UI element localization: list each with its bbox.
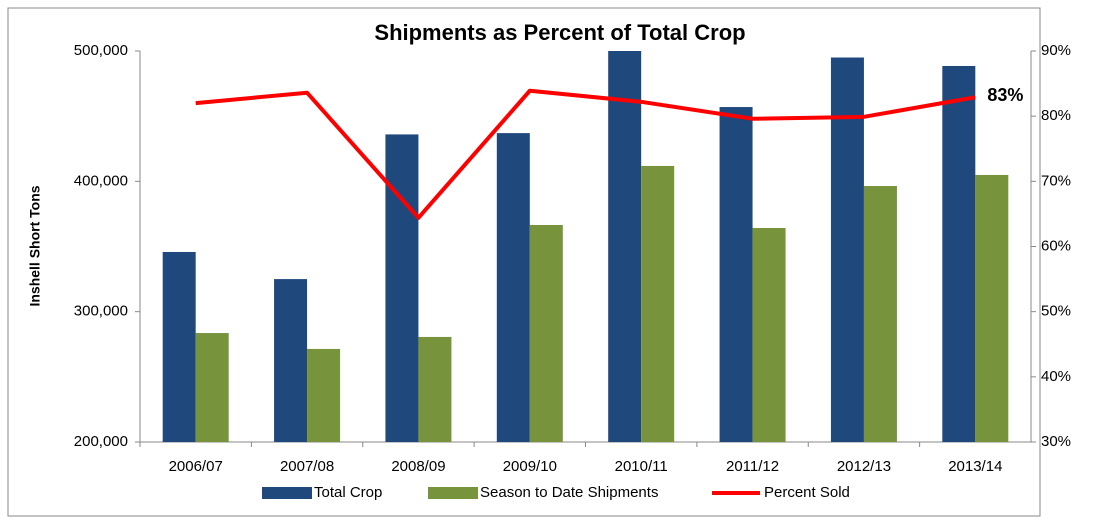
chart-title: Shipments as Percent of Total Crop bbox=[374, 20, 745, 45]
bar bbox=[863, 186, 897, 442]
bar bbox=[162, 251, 196, 442]
bar bbox=[942, 65, 976, 442]
legend-swatch bbox=[428, 487, 478, 499]
legend-label: Total Crop bbox=[314, 484, 382, 501]
bar bbox=[608, 51, 642, 442]
y2-tick-label: 90% bbox=[1041, 42, 1071, 59]
line bbox=[195, 88, 976, 220]
bar bbox=[830, 57, 864, 443]
x-tick-label: 2009/10 bbox=[503, 458, 557, 475]
legend-label: Season to Date Shipments bbox=[480, 484, 658, 501]
y2-tick-label: 70% bbox=[1041, 172, 1071, 189]
data-label: 83% bbox=[987, 85, 1023, 105]
bar bbox=[307, 348, 341, 442]
y2-tick-label: 50% bbox=[1041, 303, 1071, 320]
bar bbox=[274, 279, 308, 442]
bar bbox=[752, 227, 786, 442]
y2-tick-label: 40% bbox=[1041, 368, 1071, 385]
y-tick-label: 400,000 bbox=[74, 172, 128, 189]
y2-tick-label: 60% bbox=[1041, 237, 1071, 254]
x-tick-label: 2011/12 bbox=[726, 458, 779, 475]
bar bbox=[719, 107, 753, 442]
legend-label: Percent Sold bbox=[764, 484, 850, 501]
bar bbox=[496, 133, 530, 443]
bar bbox=[975, 174, 1009, 442]
x-tick-label: 2010/11 bbox=[615, 458, 668, 475]
x-tick-label: 2006/07 bbox=[169, 458, 223, 475]
y-tick-label: 200,000 bbox=[74, 433, 128, 450]
x-tick-label: 2007/08 bbox=[280, 458, 334, 475]
bar bbox=[641, 165, 675, 443]
y-tick-label: 300,000 bbox=[74, 303, 128, 320]
y-axis-title: Inshell Short Tons bbox=[27, 185, 43, 306]
y2-tick-label: 30% bbox=[1041, 433, 1071, 450]
bar bbox=[385, 134, 419, 442]
x-tick-label: 2012/13 bbox=[837, 458, 891, 475]
x-tick-label: 2013/14 bbox=[948, 458, 1002, 475]
bar bbox=[418, 336, 452, 442]
y2-tick-label: 80% bbox=[1041, 107, 1071, 124]
y-tick-label: 500,000 bbox=[74, 42, 128, 59]
x-tick-label: 2008/09 bbox=[391, 458, 445, 475]
legend-swatch bbox=[262, 487, 312, 499]
bar bbox=[195, 333, 229, 442]
bar bbox=[529, 224, 563, 442]
